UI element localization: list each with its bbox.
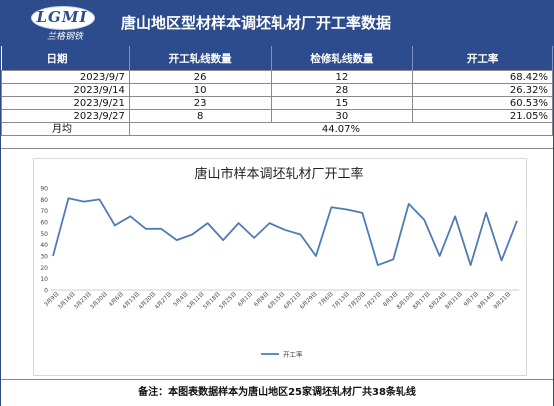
logo-text: LGMI (36, 8, 88, 26)
chart-title: 唐山市样本调坯轧材厂开工率 (194, 166, 363, 182)
average-value: 44.07% (128, 122, 554, 136)
row-operating-rate: 21.05% (412, 109, 553, 123)
series-line-operating-rate (52, 197, 518, 266)
chart-panel (33, 158, 527, 376)
row-maintenance-lines: 12 (270, 70, 414, 84)
x-tick-label: 6月1日 (236, 290, 254, 308)
company-logo: LGMI 兰格钢铁 (29, 6, 101, 42)
operating-rate-chart: 唐山市样本调坯轧材厂开工率01020304050607080903月9日3月16… (40, 166, 519, 359)
y-tick-label: 20 (40, 265, 48, 272)
row-operating-rate: 68.42% (412, 70, 553, 84)
row-running-lines: 8 (128, 109, 272, 123)
row-running-lines: 23 (128, 96, 272, 110)
table-row: 2023/9/7 26 12 68.42% (1, 70, 553, 84)
footer-note: 备注：本图表数据样本为唐山地区25家调坯轧材厂共38条轧线 (1, 379, 553, 406)
table-row: 2023/9/14 10 28 26.32% (1, 83, 553, 97)
row-maintenance-lines: 28 (270, 83, 414, 97)
y-tick-label: 60 (40, 220, 48, 227)
column-header-date: 日期 (1, 46, 130, 71)
average-label: 月均 (1, 122, 130, 136)
x-tick-label: 5月25日 (218, 290, 238, 310)
y-tick-label: 50 (40, 231, 48, 238)
row-date: 2023/9/21 (1, 96, 130, 110)
row-date: 2023/9/27 (1, 109, 130, 123)
y-tick-label: 10 (40, 276, 48, 283)
table-row: 2023/9/27 8 30 21.05% (1, 109, 553, 123)
x-tick-label: 8月31日 (444, 290, 464, 310)
chart-area: 唐山市样本调坯轧材厂开工率 0 10 20 30 40 50 60 70 80 90 3月9日 3月16… (1, 148, 553, 380)
logo-subtitle: 兰格钢铁 (46, 32, 83, 42)
table-average-row: 月均 44.07% (1, 122, 554, 136)
row-date: 2023/9/14 (1, 83, 130, 97)
operating-rate-table: 日期 开工轧线数量 检修轧线数量 开工率 2023/9/7 26 12 68.4… (1, 46, 554, 136)
logo-mark (31, 6, 95, 30)
x-tick-label: 6月29日 (299, 290, 319, 310)
header-bar: LGMI 兰格钢铁 唐山地区型材样本调坯轧材厂开工率数据 (1, 1, 553, 46)
table-header-row: 日期 开工轧线数量 检修轧线数量 开工率 (1, 46, 553, 71)
x-tick-label: 4月27日 (153, 290, 173, 310)
y-tick-label: 0 (44, 288, 48, 295)
x-tick-label: 7月27日 (363, 290, 383, 310)
column-header-operating-rate: 开工率 (412, 46, 553, 71)
row-running-lines: 26 (128, 70, 272, 84)
row-date: 2023/9/7 (1, 70, 130, 84)
x-tick-label: 3月30日 (89, 290, 109, 310)
column-header-running-lines: 开工轧线数量 (129, 46, 272, 71)
row-operating-rate: 60.53% (412, 96, 553, 110)
x-tick-label: 9月21日 (492, 290, 512, 310)
y-tick-label: 70 (40, 208, 48, 215)
legend-label: 开工率 (283, 350, 303, 359)
y-tick-label: 40 (40, 242, 48, 249)
row-running-lines: 10 (128, 83, 272, 97)
row-maintenance-lines: 15 (270, 96, 414, 110)
y-tick-label: 90 (40, 186, 48, 193)
row-maintenance-lines: 30 (270, 109, 414, 123)
y-tick-label: 80 (40, 197, 48, 204)
column-header-maintenance-lines: 检修轧线数量 (271, 46, 414, 71)
table-row: 2023/9/21 23 15 60.53% (1, 96, 553, 110)
y-tick-label: 30 (40, 254, 48, 261)
report-title: 唐山地区型材样本调坯轧材厂开工率数据 (121, 14, 392, 32)
row-operating-rate: 26.32% (412, 83, 553, 97)
